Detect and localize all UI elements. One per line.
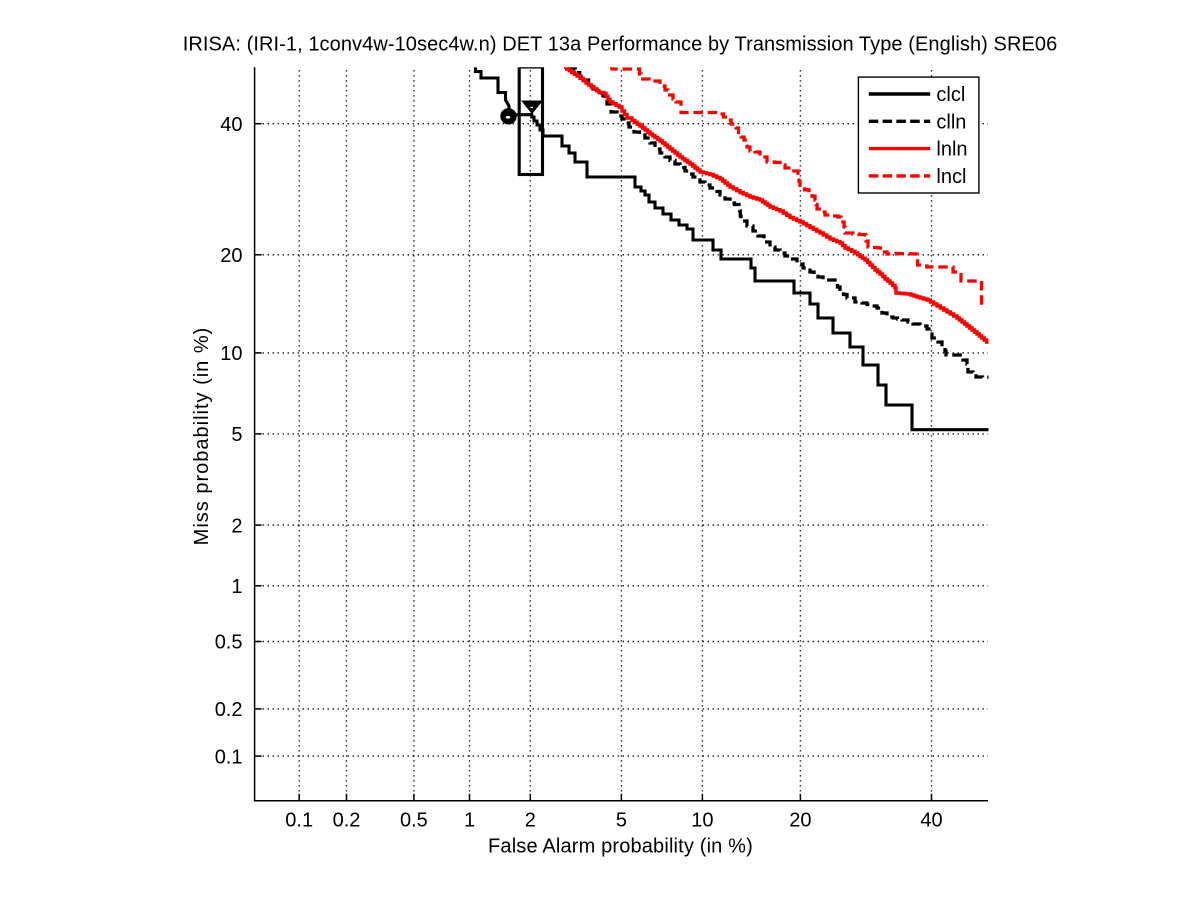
svg-text:1: 1 — [464, 809, 475, 831]
svg-text:clln: clln — [936, 111, 966, 133]
svg-text:10: 10 — [220, 343, 242, 365]
svg-text:lncl: lncl — [936, 166, 966, 188]
svg-text:2: 2 — [525, 809, 536, 831]
svg-text:lnln: lnln — [936, 139, 967, 161]
svg-text:40: 40 — [920, 809, 942, 831]
svg-text:20: 20 — [220, 245, 242, 267]
svg-text:0.2: 0.2 — [333, 809, 361, 831]
svg-text:0.5: 0.5 — [215, 632, 243, 654]
svg-text:Miss probability (in %): Miss probability (in %) — [191, 327, 213, 546]
svg-text:20: 20 — [789, 809, 811, 831]
svg-text:0.2: 0.2 — [215, 699, 243, 721]
svg-text:1: 1 — [231, 576, 242, 598]
svg-text:40: 40 — [220, 114, 242, 136]
svg-text:clcl: clcl — [936, 84, 965, 106]
svg-text:2: 2 — [231, 515, 242, 537]
svg-text:0.5: 0.5 — [400, 809, 428, 831]
svg-text:5: 5 — [616, 809, 627, 831]
svg-text:0.1: 0.1 — [215, 746, 243, 768]
svg-text:IRISA: (IRI-1, 1conv4w-10sec4w: IRISA: (IRI-1, 1conv4w-10sec4w.n) DET 13… — [183, 34, 1058, 56]
svg-text:5: 5 — [231, 424, 242, 446]
svg-text:0.1: 0.1 — [285, 809, 313, 831]
svg-text:10: 10 — [691, 809, 713, 831]
svg-text:False Alarm probability (in %): False Alarm probability (in %) — [488, 836, 753, 858]
